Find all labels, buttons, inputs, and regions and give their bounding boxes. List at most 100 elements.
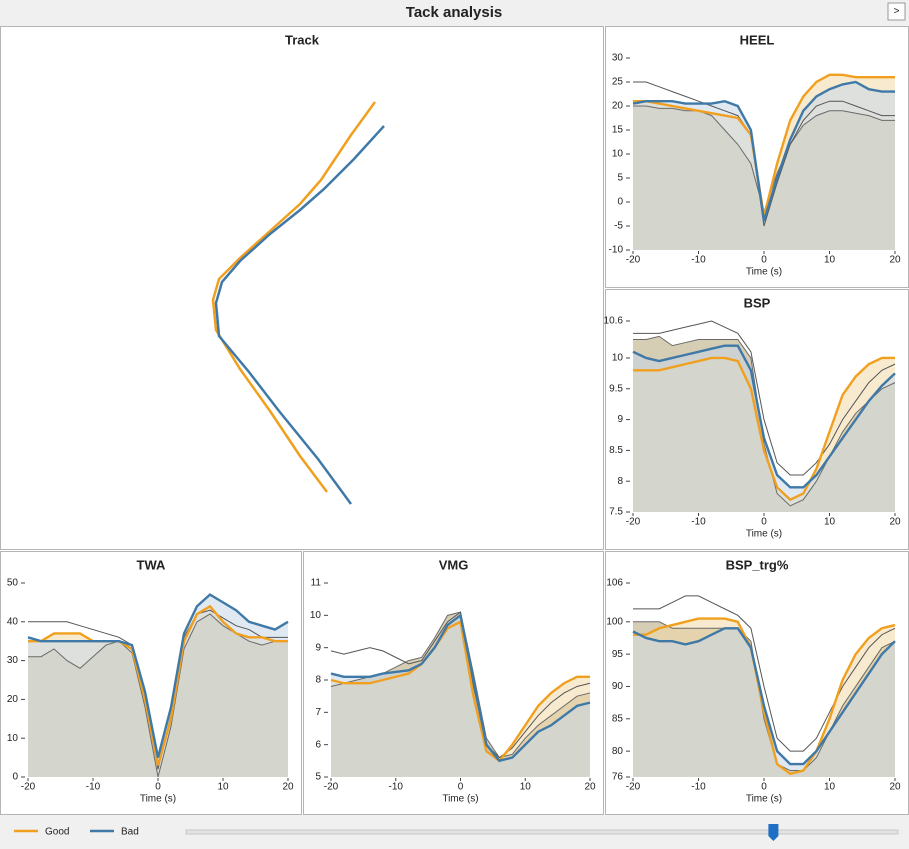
area <box>28 594 288 777</box>
y-tick-label: 7.5 <box>609 507 623 518</box>
x-axis-label: Time (s) <box>746 529 782 540</box>
x-tick-label: -10 <box>389 782 404 793</box>
slider-thumb[interactable] <box>768 824 779 841</box>
series-line <box>28 604 288 766</box>
series-line <box>633 81 895 227</box>
x-tick-label: 10 <box>824 255 836 266</box>
y-tick-label: -5 <box>614 221 623 232</box>
slider-track[interactable] <box>185 829 899 835</box>
x-tick-label: 0 <box>761 255 767 266</box>
chart-title: HEEL <box>740 32 775 47</box>
x-tick-label: -10 <box>86 782 101 793</box>
y-tick-label: 9 <box>315 642 321 653</box>
series-line <box>330 613 591 763</box>
x-tick-label: 20 <box>889 255 901 266</box>
y-tick-label: 10 <box>7 733 19 744</box>
x-tick-label: 20 <box>889 782 901 793</box>
chart-panel <box>303 551 604 815</box>
y-tick-label: 5 <box>617 173 623 184</box>
series-line <box>633 356 895 502</box>
x-tick-label: -20 <box>626 782 641 793</box>
y-tick-label: 80 <box>612 746 624 757</box>
x-tick-label: -20 <box>626 255 641 266</box>
y-tick-label: -10 <box>609 245 624 256</box>
y-tick-label: 10 <box>612 149 624 160</box>
x-tick-label: 20 <box>889 517 901 528</box>
y-tick-label: 15 <box>612 125 624 136</box>
area <box>633 82 895 250</box>
legend-label: Good <box>45 827 69 838</box>
area <box>633 628 895 777</box>
expand-button-label[interactable]: > <box>894 6 900 17</box>
y-tick-label: 8 <box>617 476 623 487</box>
x-tick-label: -10 <box>691 517 706 528</box>
chart-panel <box>0 26 604 550</box>
series-line <box>632 344 896 489</box>
y-tick-label: 30 <box>7 655 19 666</box>
window-title: Tack analysis <box>406 4 502 21</box>
series-line <box>633 595 896 752</box>
x-tick-label: -20 <box>626 517 641 528</box>
y-tick-label: 11 <box>311 578 322 589</box>
title-bar <box>0 0 909 26</box>
x-tick-label: 0 <box>761 517 767 528</box>
y-tick-label: 9 <box>617 414 623 425</box>
chart-panel <box>0 551 302 815</box>
x-tick-label: 0 <box>155 782 161 793</box>
chart-title: BSP <box>744 295 771 310</box>
y-tick-label: 50 <box>7 578 19 589</box>
track-line <box>214 125 385 505</box>
chart-title: VMG <box>439 557 469 572</box>
y-tick-label: 0 <box>12 772 18 783</box>
series-line <box>330 611 591 759</box>
x-tick-label: 10 <box>824 517 836 528</box>
series-line <box>28 609 288 770</box>
series-line <box>633 335 896 507</box>
y-tick-label: 90 <box>612 681 624 692</box>
x-tick-label: 20 <box>282 782 294 793</box>
track-line <box>211 101 377 493</box>
area <box>331 615 590 777</box>
y-tick-label: 40 <box>7 616 19 627</box>
x-axis-label: Time (s) <box>746 794 782 805</box>
y-tick-label: 20 <box>612 101 624 112</box>
series-line <box>633 621 896 772</box>
chart-title: BSP_trg% <box>726 557 789 572</box>
y-tick-label: 106 <box>606 578 623 589</box>
x-tick-label: 10 <box>217 782 229 793</box>
series-line <box>27 593 289 758</box>
y-tick-label: 100 <box>606 616 623 627</box>
x-tick-label: 0 <box>761 782 767 793</box>
y-tick-label: 8 <box>315 675 321 686</box>
y-tick-label: 5 <box>315 772 321 783</box>
x-axis-label: Time (s) <box>442 794 478 805</box>
controls: Good Bad <box>14 824 899 841</box>
y-tick-label: 30 <box>612 53 624 64</box>
series-line <box>633 617 896 776</box>
y-tick-label: 8.5 <box>609 445 623 456</box>
series-line <box>330 620 590 763</box>
series-line <box>632 80 895 222</box>
y-tick-label: 85 <box>612 713 624 724</box>
area <box>633 345 895 512</box>
legend-label: Bad <box>121 827 139 838</box>
series-line <box>633 320 896 476</box>
x-tick-label: -20 <box>324 782 339 793</box>
y-tick-label: 7 <box>315 707 321 718</box>
x-tick-label: 0 <box>458 782 464 793</box>
y-tick-label: 10.6 <box>604 316 624 327</box>
y-tick-label: 10 <box>612 353 624 364</box>
x-tick-label: 10 <box>824 782 836 793</box>
y-tick-label: 20 <box>7 694 19 705</box>
y-tick-label: 0 <box>617 197 623 208</box>
y-tick-label: 6 <box>315 739 321 750</box>
x-tick-label: 20 <box>584 782 596 793</box>
y-tick-label: 95 <box>612 649 624 660</box>
expand-button[interactable] <box>887 2 906 21</box>
chart-title: TWA <box>137 557 166 572</box>
x-tick-label: -10 <box>691 255 706 266</box>
y-tick-label: 9.5 <box>609 383 623 394</box>
y-tick-label: 76 <box>612 772 624 783</box>
